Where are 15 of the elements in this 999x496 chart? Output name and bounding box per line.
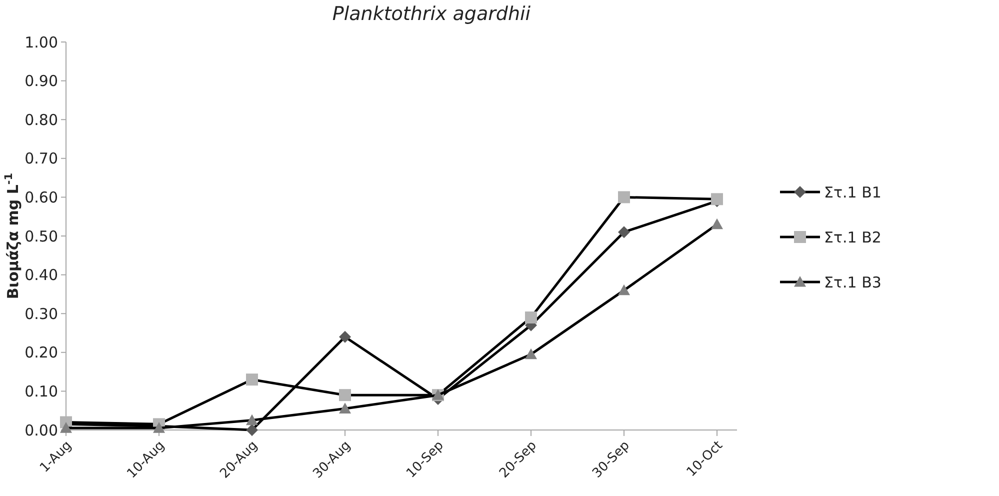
y-tick-label: 0.10: [24, 382, 58, 400]
y-tick-label: 0.40: [24, 266, 58, 284]
y-tick-label: 0.80: [24, 110, 58, 129]
chart-title: Planktothrix agardhii: [332, 3, 532, 25]
legend-label: Στ.1 B1: [824, 183, 882, 202]
y-tick-label: 0.30: [24, 304, 58, 323]
legend-label: Στ.1 B3: [824, 273, 882, 292]
y-tick-label: 0.60: [24, 188, 58, 206]
y-tick-label: 0.70: [24, 150, 58, 168]
y-tick-label: 0.00: [24, 421, 58, 440]
legend-label: Στ.1 B2: [824, 228, 882, 246]
y-tick-label: 1.00: [24, 33, 58, 52]
y-tick-label: 0.20: [24, 344, 58, 362]
y-tick-label: 0.90: [24, 72, 58, 90]
y-tick-label: 0.50: [24, 227, 58, 246]
